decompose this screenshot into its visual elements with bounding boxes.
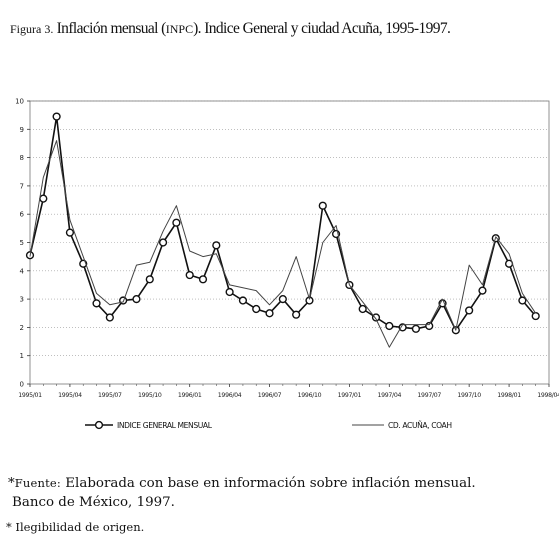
data-point	[465, 306, 474, 315]
data-point	[52, 112, 61, 121]
footnote: * Ilegibilidad de origen.	[6, 520, 144, 534]
data-point	[531, 311, 540, 321]
y-tick-label: 10	[15, 98, 24, 106]
y-tick-label: 3	[20, 296, 24, 304]
footnote-text: Ilegibilidad de origen.	[15, 520, 145, 534]
y-axis-ticks: 0 1 2 3 4 5 6 7 8 9 10	[15, 98, 30, 389]
x-tick-label: 1996/01	[178, 392, 202, 399]
chart-series	[25, 112, 540, 348]
legend-label-indice: INDICE GENERAL MENSUAL	[117, 421, 213, 430]
data-point	[398, 323, 407, 332]
data-point	[212, 241, 221, 250]
data-point	[385, 321, 394, 331]
y-tick-label: 0	[20, 381, 24, 389]
data-point	[478, 286, 487, 295]
footnote-asterisk: *	[6, 520, 16, 534]
source-line-1: *Fuente: Elaborada con base en informaci…	[8, 474, 553, 493]
data-point	[411, 324, 421, 333]
x-tick-label: 1997/04	[378, 392, 402, 399]
x-tick-label: 1997/10	[457, 392, 481, 399]
data-point	[145, 275, 154, 284]
data-point	[39, 194, 48, 203]
data-point	[518, 296, 527, 305]
y-tick-label: 4	[20, 267, 25, 275]
chart-legend: INDICE GENERAL MENSUAL CD. ACUÑA, COAH	[85, 420, 452, 430]
source-line-2: Banco de México, 1997.	[12, 495, 175, 510]
data-point	[238, 296, 248, 305]
x-tick-label: 1995/10	[138, 392, 162, 399]
title-text-b: ). Indice General y ciudad Acuña, 1995-1…	[193, 20, 451, 37]
y-tick-label: 6	[20, 211, 25, 219]
source-note: *Fuente: Elaborada con base en informaci…	[8, 474, 553, 512]
data-point	[292, 310, 301, 319]
series-line-acuna	[29, 140, 537, 348]
data-point	[185, 270, 194, 280]
figure-label: Figura 3.	[10, 22, 54, 36]
x-tick-label: 1996/10	[298, 392, 322, 399]
y-tick-label: 1	[20, 352, 24, 360]
x-tick-label: 1997/01	[338, 392, 362, 399]
data-point	[265, 309, 274, 318]
x-tick-label: 1998/01	[497, 392, 521, 399]
x-tick-label: 1996/07	[258, 392, 282, 399]
asterisk-mark: *	[8, 476, 15, 491]
data-point	[172, 218, 181, 227]
data-point	[158, 238, 168, 247]
x-tick-label: 1998/04	[537, 392, 559, 399]
figure-title: Figura 3. Inflación mensual (INPC). Indi…	[10, 20, 555, 38]
y-tick-label: 7	[20, 182, 24, 190]
y-tick-label: 2	[20, 324, 24, 332]
title-text-a: Inflación mensual (	[53, 20, 167, 37]
data-point	[105, 313, 114, 322]
source-text-1: Elaborada con base en información sobre …	[61, 476, 476, 491]
y-tick-label: 5	[20, 239, 24, 247]
data-point	[358, 304, 367, 314]
inflation-line-chart: 0 1 2 3 4 5 6 7 8 9 10 1995/01 1995/04 1995/07 1995/1…	[15, 98, 559, 431]
legend-label-acuna: CD. ACUÑA, COAH	[388, 421, 452, 430]
data-point	[65, 228, 75, 237]
x-tick-label: 1996/04	[218, 392, 242, 399]
x-axis-ticks: 1995/01 1995/04 1995/07 1995/10 1996/01 1996/…	[18, 384, 559, 399]
x-tick-label: 1995/07	[98, 392, 122, 399]
title-abbr: INPC	[165, 22, 194, 36]
data-point	[371, 313, 381, 322]
data-point	[225, 287, 234, 297]
x-tick-label: 1995/01	[18, 392, 42, 399]
data-point	[92, 299, 101, 308]
data-point	[252, 304, 261, 314]
data-point	[132, 295, 141, 304]
data-point	[278, 295, 287, 304]
data-point	[318, 201, 327, 210]
data-point	[198, 275, 208, 284]
x-tick-label: 1995/04	[58, 392, 82, 399]
y-tick-label: 9	[20, 126, 24, 134]
x-tick-label: 1997/07	[417, 392, 441, 399]
source-label: Fuente:	[14, 476, 62, 490]
legend-marker-indice	[94, 420, 104, 430]
y-tick-label: 8	[20, 154, 24, 162]
